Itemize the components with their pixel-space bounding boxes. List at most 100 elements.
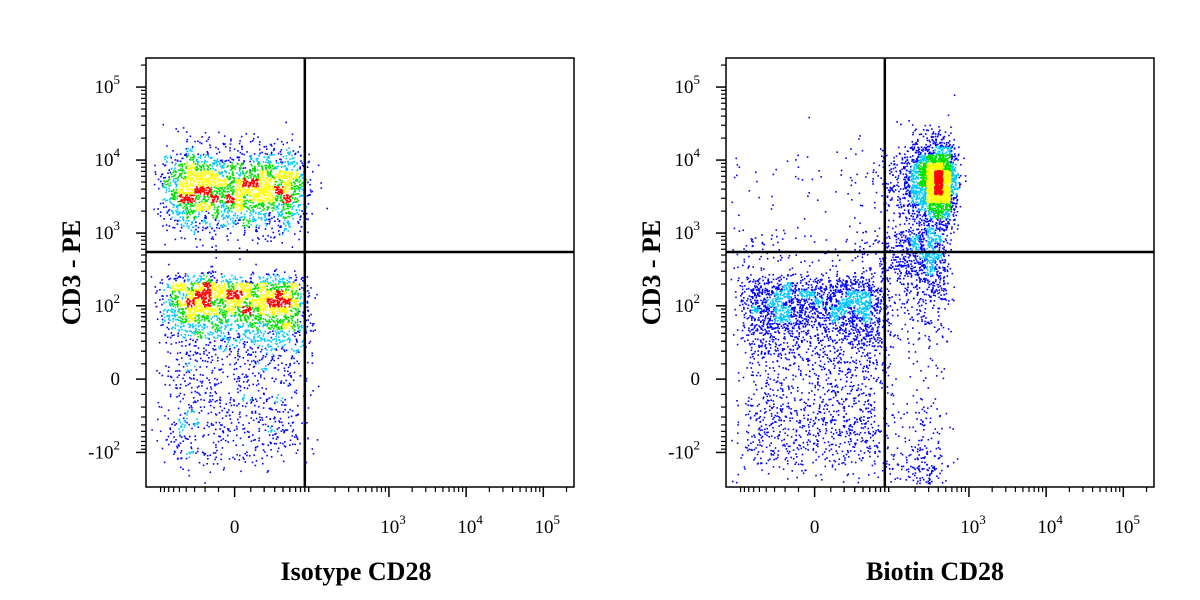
data-point [224, 439, 227, 442]
data-point [267, 166, 270, 169]
data-point [267, 346, 270, 348]
data-point [253, 133, 255, 135]
data-point [219, 173, 221, 175]
data-point [230, 305, 233, 307]
data-point [254, 322, 257, 324]
data-point [265, 170, 268, 172]
data-point [258, 276, 260, 278]
data-point [186, 184, 188, 187]
data-point [223, 296, 225, 299]
data-point [247, 220, 250, 223]
data-point [222, 190, 225, 193]
data-point [256, 188, 258, 190]
data-point [253, 322, 255, 324]
data-point [203, 319, 206, 322]
data-point [284, 441, 286, 443]
data-point [289, 297, 291, 300]
data-point [291, 163, 293, 165]
data-point [291, 435, 294, 437]
data-point [194, 210, 197, 213]
data-point [281, 313, 283, 316]
data-point [269, 200, 271, 203]
data-point [174, 277, 177, 280]
data-point [292, 181, 295, 184]
data-point [188, 278, 191, 281]
data-point [169, 287, 172, 289]
data-point [239, 316, 242, 318]
data-point [184, 304, 186, 306]
data-point [297, 349, 300, 352]
data-point [248, 422, 250, 424]
data-point [194, 320, 197, 322]
data-point [288, 328, 291, 331]
data-point [235, 283, 237, 285]
data-point [275, 162, 278, 164]
data-point [283, 278, 285, 280]
data-point [194, 359, 197, 361]
data-point [192, 284, 194, 287]
data-point [223, 294, 225, 296]
data-point [236, 388, 239, 390]
data-point [176, 376, 179, 378]
data-point [262, 170, 265, 173]
data-point [192, 317, 195, 319]
data-point [262, 423, 264, 426]
data-point [262, 318, 265, 320]
data-point [220, 284, 223, 287]
data-point [290, 322, 293, 324]
data-point [285, 349, 288, 352]
data-point [170, 343, 173, 345]
data-point [234, 357, 237, 359]
data-point [282, 281, 284, 283]
data-point [185, 371, 188, 374]
data-point [227, 341, 230, 343]
data-point [213, 186, 216, 189]
data-point [284, 208, 286, 211]
data-point [295, 313, 297, 316]
data-point [225, 322, 228, 324]
data-point [286, 309, 288, 311]
data-point [227, 339, 229, 341]
data-point [229, 345, 231, 347]
data-point [182, 207, 184, 209]
data-point [218, 163, 221, 166]
data-point [210, 422, 213, 425]
data-point [216, 463, 219, 465]
data-point [281, 177, 284, 179]
data-point [170, 173, 173, 176]
data-point [245, 305, 247, 307]
data-point [237, 309, 240, 312]
data-point [250, 273, 253, 276]
data-point [252, 293, 254, 296]
data-point [166, 326, 168, 329]
data-point [205, 217, 207, 219]
data-point [182, 321, 184, 323]
data-point [271, 227, 273, 230]
data-point [196, 360, 198, 363]
data-point [305, 212, 308, 215]
data-point [189, 167, 191, 170]
data-point [197, 140, 199, 143]
data-point [264, 340, 266, 342]
data-point [171, 209, 173, 212]
data-point [181, 172, 183, 175]
data-point [191, 159, 193, 161]
data-point [187, 383, 190, 386]
data-point [225, 347, 227, 350]
data-point [214, 337, 216, 339]
data-point [240, 183, 243, 186]
data-point [258, 322, 260, 324]
data-point [181, 285, 184, 287]
data-point [202, 452, 205, 454]
data-point [290, 194, 293, 196]
data-point [238, 170, 241, 172]
data-point [237, 222, 239, 224]
data-point [207, 344, 210, 346]
data-point [266, 339, 269, 342]
data-point [196, 178, 198, 181]
data-point [223, 335, 226, 337]
data-point [174, 182, 177, 184]
data-point [202, 164, 204, 166]
data-point [272, 195, 274, 198]
